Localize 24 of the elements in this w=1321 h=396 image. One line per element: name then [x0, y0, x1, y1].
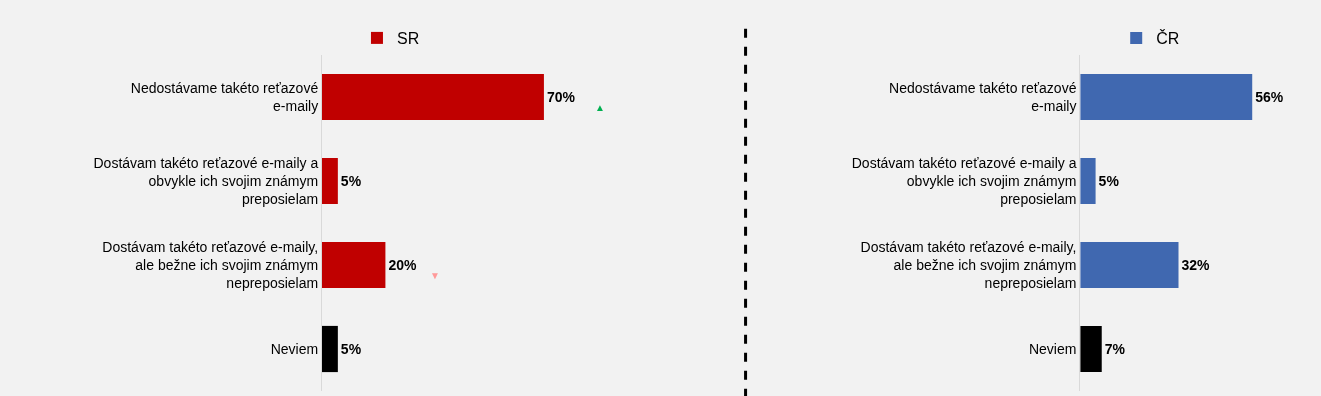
data-label: 7% [1104, 341, 1126, 357]
legend-label: ČR [1156, 29, 1180, 48]
data-label: 70% [546, 89, 576, 105]
y-tick-label: Dostávam takéto reťazové e-maily a obvykle ich svojim známym preposielam [851, 154, 1077, 208]
y-tick-label: Neviem [1028, 340, 1077, 357]
data-label: 5% [1098, 173, 1120, 189]
bar [1080, 73, 1253, 121]
data-label: 56% [1255, 89, 1284, 105]
annotation: ▼ [430, 270, 440, 281]
y-tick-label: Neviem [270, 340, 319, 357]
bar [1080, 241, 1179, 289]
y-tick-label: Dostávam takéto reťazové e-maily a obvykle ich svojim známym preposielam [93, 154, 319, 208]
text: ▲ [595, 102, 605, 113]
y-tick-label: Nedostávame takéto reťazové e-maily [130, 79, 319, 114]
data-label: 5% [340, 173, 362, 189]
data-label: 5% [340, 341, 362, 357]
y-tick-label: Nedostávame takéto reťazové e-maily [889, 79, 1077, 114]
y-tick-label: Dostávam takéto reťazové e-maily, ale bežne ich svojim známym nepreposielam [102, 238, 319, 292]
bar [1080, 325, 1102, 373]
data-label: 32% [1181, 257, 1211, 273]
data-label: 20% [388, 257, 417, 273]
bar [1080, 157, 1096, 205]
y-tick-label: Dostávam takéto reťazové e-maily, ale bežne ich svojim známym nepreposielam [860, 238, 1077, 292]
legend-label: SR [396, 30, 420, 48]
